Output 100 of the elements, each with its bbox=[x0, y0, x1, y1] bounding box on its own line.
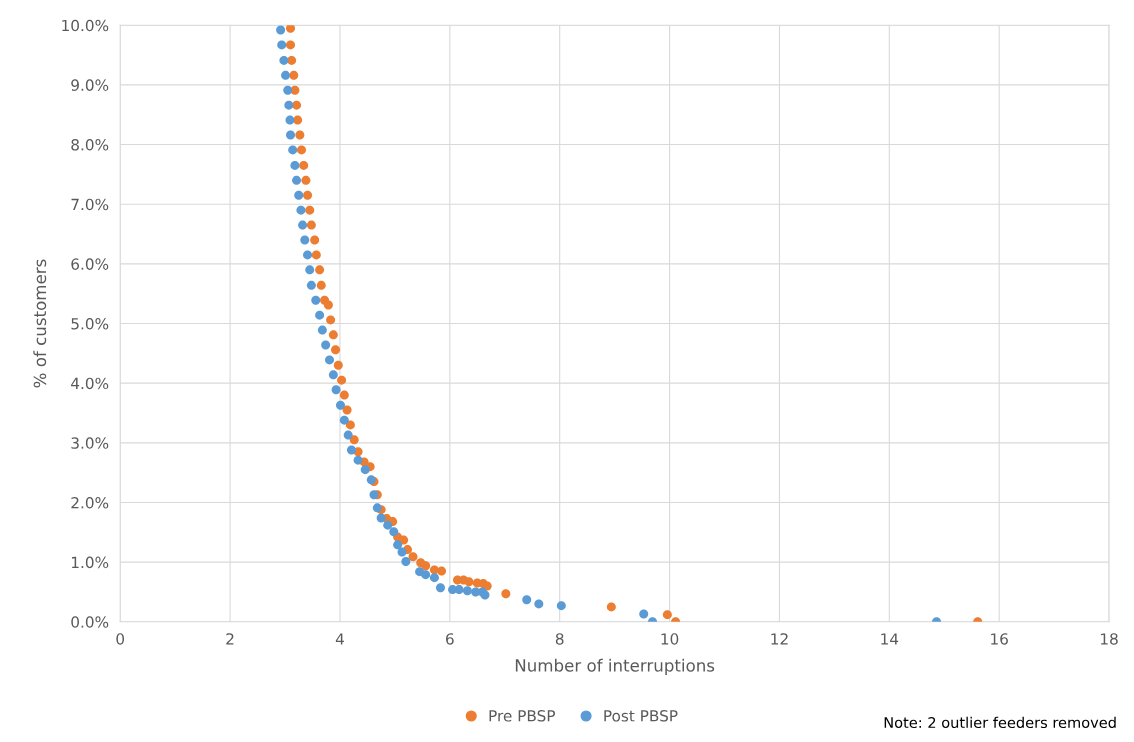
point bbox=[311, 295, 321, 305]
point bbox=[346, 445, 356, 455]
point bbox=[421, 570, 431, 580]
point bbox=[534, 599, 544, 609]
point bbox=[310, 235, 320, 245]
point bbox=[288, 145, 298, 155]
x-tick-label: 12 bbox=[771, 633, 788, 645]
x-tick-label: 6 bbox=[446, 633, 454, 645]
point bbox=[389, 527, 399, 537]
point bbox=[462, 586, 472, 596]
y-tick-label: 8.0% bbox=[71, 139, 109, 151]
point bbox=[397, 547, 407, 557]
point bbox=[316, 280, 326, 290]
point bbox=[305, 265, 315, 275]
point bbox=[285, 115, 295, 125]
point bbox=[287, 55, 297, 65]
point bbox=[353, 455, 363, 465]
point bbox=[321, 340, 331, 350]
y-tick-label: 0.0% bbox=[71, 616, 109, 628]
point bbox=[305, 205, 315, 215]
point bbox=[286, 25, 296, 33]
point bbox=[339, 415, 349, 425]
point bbox=[277, 40, 287, 50]
point bbox=[311, 250, 321, 260]
point bbox=[276, 25, 286, 35]
point bbox=[401, 557, 411, 567]
y-tick-label: 9.0% bbox=[71, 79, 109, 91]
point bbox=[326, 315, 336, 325]
point bbox=[283, 85, 293, 95]
point bbox=[289, 70, 299, 80]
point bbox=[294, 190, 304, 200]
x-axis-title: Number of interruptions bbox=[515, 658, 715, 675]
point bbox=[306, 220, 316, 230]
y-tick-label: 10.0% bbox=[62, 19, 109, 32]
y-tick-label: 7.0% bbox=[71, 198, 109, 211]
x-tick-label: 10 bbox=[661, 633, 679, 645]
point bbox=[556, 601, 566, 611]
point bbox=[421, 561, 431, 571]
point bbox=[333, 360, 343, 370]
point bbox=[303, 250, 313, 260]
y-tick-label: 3.0% bbox=[71, 437, 109, 449]
point bbox=[383, 520, 393, 530]
point bbox=[339, 390, 349, 400]
point bbox=[662, 610, 672, 620]
point bbox=[639, 609, 649, 619]
point bbox=[317, 325, 327, 335]
point bbox=[435, 583, 445, 593]
point bbox=[306, 280, 316, 290]
point bbox=[279, 55, 289, 65]
point bbox=[606, 602, 616, 612]
point bbox=[501, 589, 511, 599]
x-tick-label: 4 bbox=[335, 633, 344, 645]
point bbox=[328, 370, 338, 380]
x-tick-label: 14 bbox=[881, 633, 899, 645]
point bbox=[286, 130, 296, 140]
y-tick-label: 1.0% bbox=[71, 556, 109, 569]
point bbox=[454, 585, 464, 595]
y-tick-label: 6.0% bbox=[71, 258, 109, 270]
point bbox=[349, 435, 359, 445]
point bbox=[296, 205, 306, 215]
text: Note: 2 outlier feeders removed bbox=[884, 716, 1116, 729]
point bbox=[301, 175, 311, 185]
point bbox=[315, 310, 325, 320]
x-tick-label: 2 bbox=[226, 633, 234, 645]
point bbox=[281, 70, 291, 80]
point bbox=[336, 400, 345, 410]
point bbox=[295, 130, 305, 140]
point bbox=[343, 430, 353, 440]
point bbox=[464, 577, 474, 587]
point bbox=[372, 503, 382, 513]
point bbox=[323, 300, 333, 310]
point bbox=[290, 160, 300, 170]
point bbox=[284, 100, 294, 110]
legend-label: Pre PBSP bbox=[489, 710, 555, 722]
point bbox=[300, 235, 310, 245]
y-tick-label: 5.0% bbox=[71, 317, 109, 330]
point bbox=[286, 40, 296, 50]
point bbox=[437, 566, 447, 576]
point bbox=[360, 465, 370, 475]
point bbox=[331, 385, 341, 395]
y-axis-title: % of customers bbox=[33, 259, 47, 388]
point bbox=[303, 190, 313, 200]
y-tick-label: 4.0% bbox=[71, 377, 109, 390]
point bbox=[345, 420, 355, 430]
point bbox=[292, 175, 302, 185]
x-tick-label: 0 bbox=[116, 633, 125, 645]
point bbox=[328, 330, 338, 340]
point bbox=[429, 573, 439, 583]
legend-label: Post PBSP bbox=[604, 710, 678, 722]
point bbox=[522, 595, 532, 605]
point bbox=[408, 552, 418, 562]
point bbox=[331, 345, 341, 355]
point bbox=[296, 145, 306, 155]
point bbox=[299, 160, 309, 170]
x-tick-label: 18 bbox=[1101, 633, 1118, 645]
point bbox=[337, 375, 347, 385]
point bbox=[325, 355, 335, 365]
point bbox=[315, 265, 325, 275]
x-tick-label: 8 bbox=[555, 633, 564, 645]
point bbox=[298, 220, 308, 230]
